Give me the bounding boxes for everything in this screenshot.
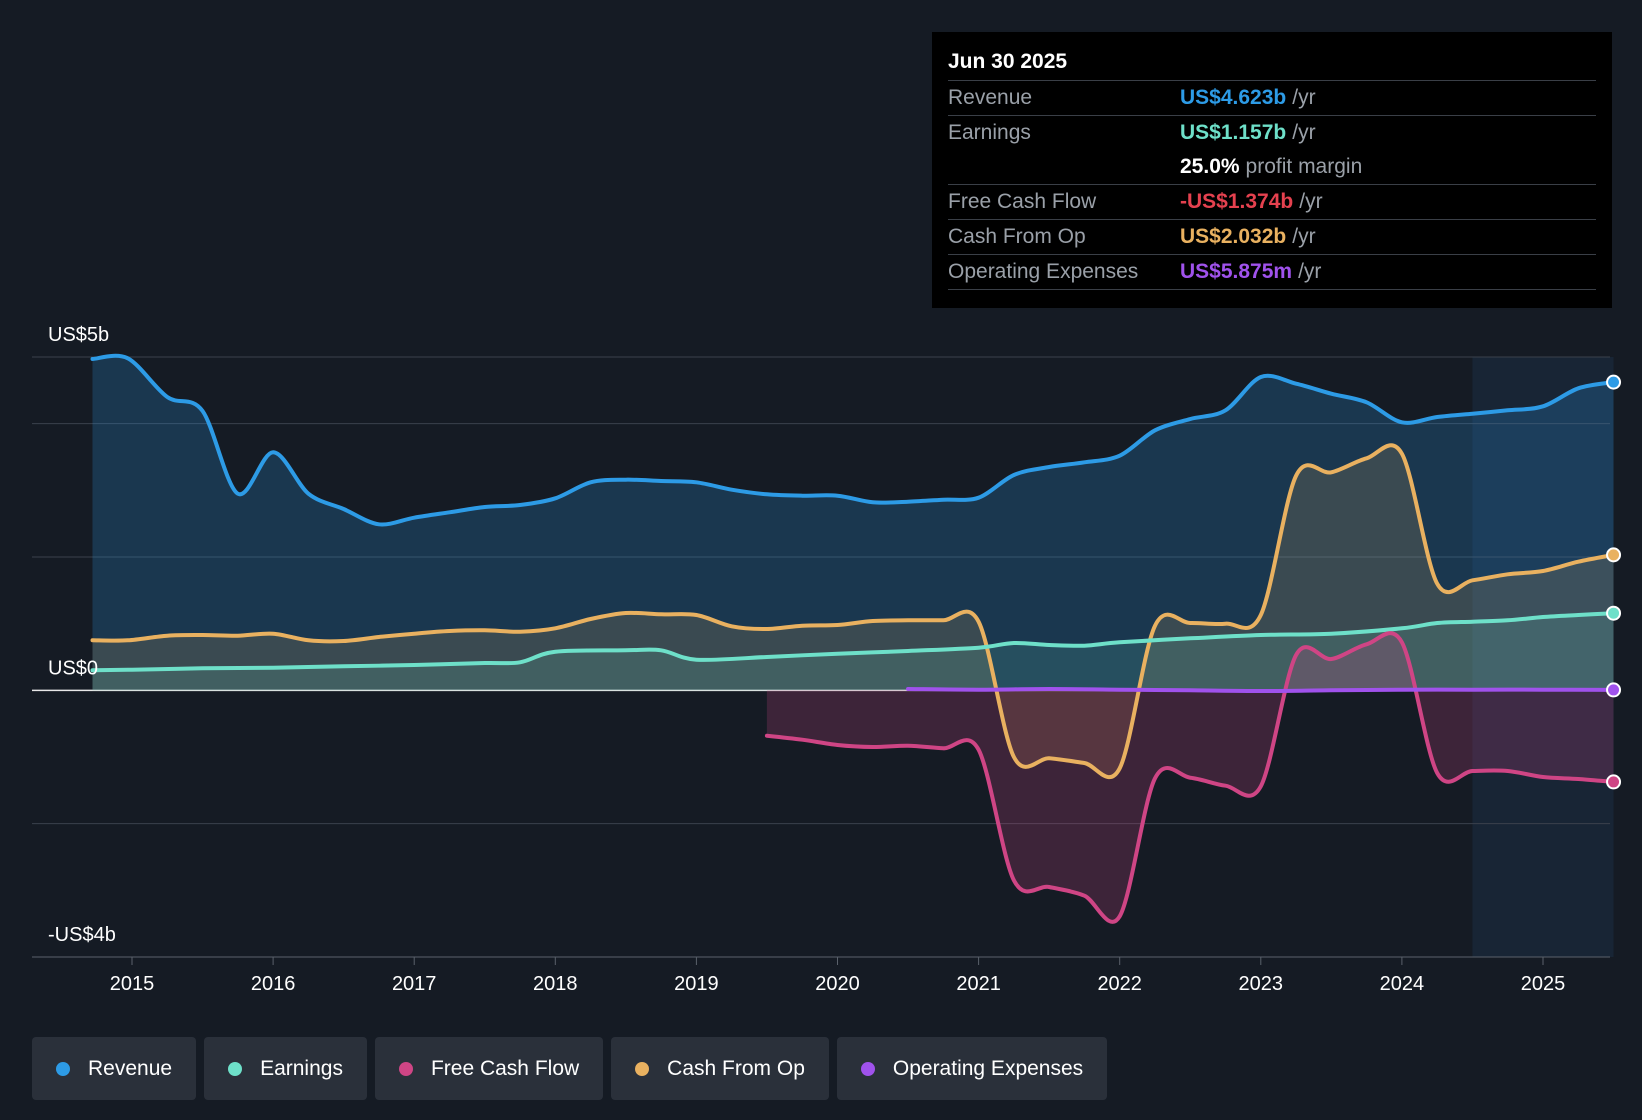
earnings-line xyxy=(90,611,1616,673)
operating-expenses-line xyxy=(906,687,1616,693)
x-tick-label: 2018 xyxy=(533,973,578,995)
tooltip-unit: /yr xyxy=(1292,121,1316,144)
legend-item-revenue[interactable]: Revenue xyxy=(32,1037,197,1100)
legend-label: Earnings xyxy=(260,1056,343,1080)
revenue-end-point xyxy=(1606,374,1622,390)
legend-label: Cash From Op xyxy=(667,1056,805,1080)
legend-label: Free Cash Flow xyxy=(430,1056,580,1080)
revenue-area xyxy=(92,355,1614,691)
x-tick-label: 2023 xyxy=(1239,973,1284,995)
revenue-line xyxy=(90,353,1616,527)
forecast-shade xyxy=(1472,357,1614,957)
legend-item-cash-from-op[interactable]: Cash From Op xyxy=(611,1037,829,1100)
x-tick-label: 2024 xyxy=(1380,973,1425,995)
x-tick-label: 2025 xyxy=(1521,973,1566,995)
series-end-dots xyxy=(1606,374,1622,790)
tooltip-value: US$5.875m xyxy=(1180,260,1293,283)
tooltip-unit: profit margin xyxy=(1245,155,1363,178)
tooltip-value: -US$1.374b xyxy=(1180,190,1294,213)
operating-expenses-dot-icon xyxy=(860,1061,875,1076)
legend-label: Operating Expenses xyxy=(892,1056,1084,1080)
free-cash-flow-dot-icon xyxy=(398,1061,413,1076)
tooltip-row-profit-margin: 25.0% profit margin xyxy=(948,150,1596,185)
x-tick-label: 2019 xyxy=(674,973,719,995)
series-lines xyxy=(90,353,1616,924)
cash-from-op-dot-icon xyxy=(635,1061,650,1076)
tooltip-label: Earnings xyxy=(948,121,1031,144)
revenue-dot-icon xyxy=(56,1061,70,1076)
legend-item-operating-expenses[interactable]: Operating Expenses xyxy=(836,1037,1108,1100)
tooltip-unit: /yr xyxy=(1292,225,1316,248)
legend-label: Revenue xyxy=(88,1056,173,1080)
y-tick-label: -US$4b xyxy=(48,924,116,946)
tooltip-label: Revenue xyxy=(948,86,1033,109)
tooltip-label: Cash From Op xyxy=(948,225,1086,248)
x-tick-label: 2016 xyxy=(251,973,296,995)
earnings-dot-icon xyxy=(228,1061,243,1076)
tooltip-row-cash-from-op: Cash From Op US$2.032b /yr xyxy=(948,220,1596,255)
tooltip-label: Free Cash Flow xyxy=(948,190,1097,213)
tooltip-label: Operating Expenses xyxy=(948,260,1139,283)
tooltip-value: US$2.032b xyxy=(1180,225,1287,248)
tooltip-value: US$1.157b xyxy=(1180,121,1287,144)
earnings-area xyxy=(92,613,1614,691)
tooltip-value: US$4.623b xyxy=(1180,86,1287,109)
x-tick-label: 2022 xyxy=(1097,973,1142,995)
x-tick-label: 2017 xyxy=(392,973,437,995)
tooltip-date: Jun 30 2025 xyxy=(948,44,1596,81)
tooltip-label xyxy=(948,150,1180,184)
tooltip-unit: /yr xyxy=(1292,86,1316,109)
tooltip-unit: /yr xyxy=(1298,260,1322,283)
x-tick-label: 2021 xyxy=(956,973,1001,995)
tooltip-panel: Jun 30 2025 Revenue US$4.623b /yr Earnin… xyxy=(932,32,1612,308)
tooltip-row-free-cash-flow: Free Cash Flow -US$1.374b /yr xyxy=(948,185,1596,220)
legend-item-earnings[interactable]: Earnings xyxy=(204,1037,367,1100)
y-tick-label: US$0 xyxy=(48,657,98,679)
cash-from-op-end-point xyxy=(1606,547,1622,563)
tooltip-row-operating-expenses: Operating Expenses US$5.875m /yr xyxy=(948,255,1596,290)
cash-from-op-line xyxy=(90,443,1616,780)
tooltip-unit: /yr xyxy=(1299,190,1323,213)
tooltip-row-revenue: Revenue US$4.623b /yr xyxy=(948,81,1596,116)
tooltip-value: 25.0% xyxy=(1180,155,1240,178)
legend: Revenue Earnings Free Cash Flow Cash Fro… xyxy=(32,1037,1108,1100)
earnings-end-point xyxy=(1606,605,1622,621)
y-tick-label: US$5b xyxy=(48,324,109,346)
x-tick-label: 2015 xyxy=(110,973,155,995)
cash-from-op-area xyxy=(92,445,1614,778)
tooltip-row-earnings: Earnings US$1.157b /yr xyxy=(948,116,1596,150)
x-tick-label: 2020 xyxy=(815,973,860,995)
axes: 2015 2016 2017 2018 2019 2020 2021 2022 2023 2024… xyxy=(32,324,1610,995)
forecast-region xyxy=(1472,357,1614,957)
series-areas xyxy=(92,355,1614,922)
free-cash-flow-end-point xyxy=(1606,774,1622,790)
legend-item-free-cash-flow[interactable]: Free Cash Flow xyxy=(374,1037,604,1100)
operating-expenses-end-point xyxy=(1606,682,1622,698)
free-cash-flow-line xyxy=(764,631,1616,924)
